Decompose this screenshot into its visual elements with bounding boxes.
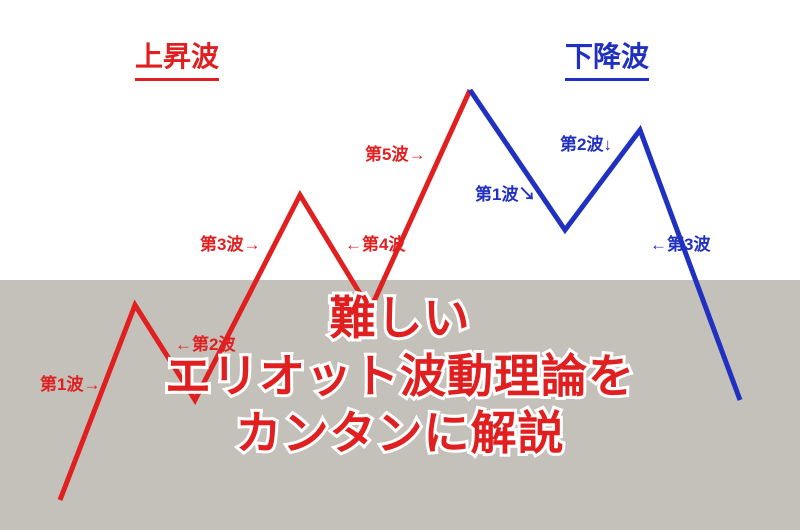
up-wave-label-5: 第5波→ xyxy=(365,140,425,165)
down-wave-label-3: ←第3波 xyxy=(650,230,710,255)
up-wave-label-4: ←第4波 xyxy=(345,230,405,255)
title-line-3: カンタンに解説 xyxy=(0,405,800,463)
header-down-wave: 下降波 xyxy=(565,35,649,81)
title-block: 難しい エリオット波動理論を カンタンに解説 xyxy=(0,290,800,463)
down-wave-label-2: 第2波↓ xyxy=(560,130,612,155)
down-wave-label-1: 第1波↘ xyxy=(475,180,535,205)
title-line-1: 難しい xyxy=(0,290,800,348)
title-line-2: エリオット波動理論を xyxy=(0,348,800,406)
header-up-wave: 上昇波 xyxy=(135,35,219,81)
up-wave-label-3: 第3波→ xyxy=(200,230,260,255)
